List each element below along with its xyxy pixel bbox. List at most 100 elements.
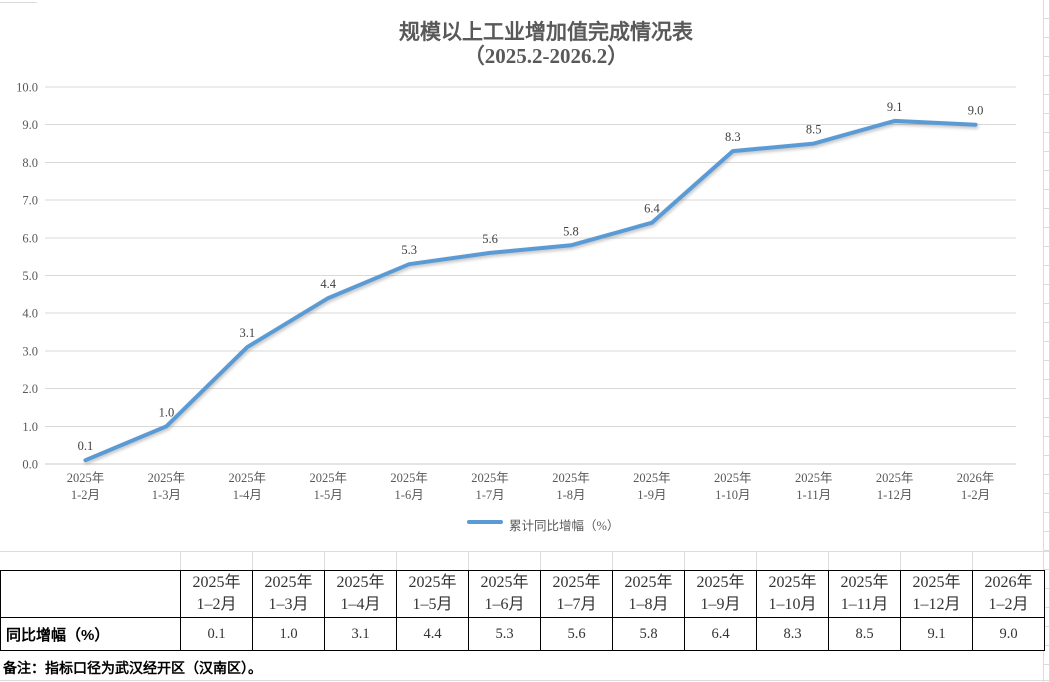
table-value-cell[interactable]: 8.3 [756, 617, 829, 651]
sheet-gridline-bottom [0, 680, 1050, 681]
svg-text:1.0: 1.0 [159, 405, 175, 419]
svg-text:2025年: 2025年 [67, 471, 105, 485]
table-header-cell[interactable]: 2025年 1–4月 [324, 570, 397, 618]
sheet-gridline-vertical [828, 552, 829, 570]
table-value-cell[interactable]: 9.1 [900, 617, 973, 651]
table-value-cell[interactable]: 1.0 [252, 617, 325, 651]
svg-text:2025年: 2025年 [633, 471, 671, 485]
y-axis-labels: 0.0 1.0 2.0 3.0 4.0 5.0 6.0 7.0 8.0 9.0 10.0 [16, 81, 38, 472]
sheet-gridline-vertical [396, 552, 397, 570]
sheet-gridline-vertical [684, 552, 685, 570]
svg-text:1-10月: 1-10月 [715, 488, 750, 502]
sheet-gridline-vertical [900, 552, 901, 570]
svg-text:0.0: 0.0 [22, 458, 38, 472]
table-header-cell[interactable]: 2026年 1–2月 [972, 570, 1045, 618]
svg-text:5.3: 5.3 [401, 243, 417, 257]
svg-text:1-3月: 1-3月 [152, 488, 181, 502]
table-value-cell[interactable]: 5.8 [612, 617, 685, 651]
sheet-gridline-vertical [468, 552, 469, 570]
table-value-cell[interactable]: 5.6 [540, 617, 613, 651]
sheet-gridline-vertical [324, 552, 325, 570]
sheet-gridline-vertical [756, 552, 757, 570]
svg-text:1-4月: 1-4月 [233, 488, 262, 502]
table-header-cell[interactable]: 2025年 1–8月 [612, 570, 685, 618]
svg-text:6.0: 6.0 [22, 231, 38, 245]
line-chart[interactable]: 规模以上工业增加值完成情况表（2025.2-2026.2） 0.0 1.0 2.0 3.… [0, 0, 1050, 550]
sheet-gridline-vertical [612, 552, 613, 570]
table-header-cell[interactable]: 2025年 1–7月 [540, 570, 613, 618]
svg-text:1-6月: 1-6月 [395, 488, 424, 502]
gridlines [45, 86, 1016, 465]
svg-text:2025年: 2025年 [795, 471, 833, 485]
svg-text:9.1: 9.1 [887, 100, 903, 114]
table-header-cell[interactable]: 2025年 1–6月 [468, 570, 541, 618]
svg-text:1-2月: 1-2月 [961, 488, 990, 502]
table-value-cell[interactable]: 6.4 [684, 617, 757, 651]
legend[interactable]: 累计同比增幅（%） [467, 518, 619, 533]
svg-text:1-8月: 1-8月 [556, 488, 585, 502]
svg-text:6.4: 6.4 [644, 202, 660, 216]
svg-text:5.6: 5.6 [482, 232, 498, 246]
svg-text:3.0: 3.0 [22, 344, 38, 358]
svg-text:2025年: 2025年 [714, 471, 752, 485]
sheet-gridline-vertical [972, 552, 973, 570]
svg-text:4.4: 4.4 [320, 277, 336, 291]
svg-text:5.0: 5.0 [22, 269, 38, 283]
svg-text:8.3: 8.3 [725, 130, 741, 144]
svg-text:2025年: 2025年 [148, 471, 186, 485]
sheet-gridline-vertical [540, 552, 541, 570]
svg-text:3.1: 3.1 [239, 326, 255, 340]
sheet-gridline-vertical [180, 552, 181, 570]
svg-text:（2025.2-2026.2）: （2025.2-2026.2） [464, 44, 629, 68]
table-header-cell[interactable]: 2025年 1–2月 [180, 570, 253, 618]
legend-label: 累计同比增幅（%） [509, 518, 619, 533]
svg-text:8.5: 8.5 [806, 123, 822, 137]
svg-text:2026年: 2026年 [957, 471, 995, 485]
svg-text:2025年: 2025年 [229, 471, 267, 485]
data-labels: 0.1 1.0 3.1 4.4 5.3 5.6 5.8 6.4 8.3 8.5 9.1 9.0 [78, 100, 984, 453]
table-header-cell[interactable]: 2025年 1–5月 [396, 570, 469, 618]
sheet-gridline-vertical [252, 552, 253, 570]
table-header-cell[interactable]: 2025年 1–9月 [684, 570, 757, 618]
sheet-gridline-above-table [0, 551, 1050, 552]
table-value-cell[interactable]: 8.5 [828, 617, 901, 651]
svg-text:9.0: 9.0 [968, 104, 984, 118]
svg-text:规模以上工业增加值完成情况表: 规模以上工业增加值完成情况表 [399, 20, 694, 44]
svg-text:1-11月: 1-11月 [796, 488, 831, 502]
svg-text:10.0: 10.0 [16, 81, 38, 95]
svg-text:1-9月: 1-9月 [637, 488, 666, 502]
table-value-cell[interactable]: 3.1 [324, 617, 397, 651]
sheet-gridline-top-left [0, 2, 37, 3]
svg-text:5.8: 5.8 [563, 224, 579, 238]
note-text[interactable]: 备注：指标口径为武汉经开区（汉南区）。 [3, 660, 262, 676]
chart-title: 规模以上工业增加值完成情况表（2025.2-2026.2） [399, 20, 694, 68]
table-header-cell[interactable]: 2025年 1–11月 [828, 570, 901, 618]
svg-text:8.0: 8.0 [22, 156, 38, 170]
svg-text:7.0: 7.0 [22, 194, 38, 208]
svg-text:2025年: 2025年 [471, 471, 509, 485]
svg-text:2025年: 2025年 [309, 471, 347, 485]
svg-text:4.0: 4.0 [22, 307, 38, 321]
table-value-cell[interactable]: 9.0 [972, 617, 1045, 651]
legend-line-marker [467, 520, 503, 524]
table-header-cell[interactable]: 2025年 1–10月 [756, 570, 829, 618]
table-value-cell[interactable]: 4.4 [396, 617, 469, 651]
svg-text:2025年: 2025年 [390, 471, 428, 485]
x-axis-labels: 2025年 1-2月 2025年 1-3月 2025年 1-4月 2025年 1-5月 2025… [67, 471, 995, 502]
svg-text:2.0: 2.0 [22, 382, 38, 396]
table-header-cell[interactable]: 2025年 1–3月 [252, 570, 325, 618]
table-value-cell[interactable]: 5.3 [468, 617, 541, 651]
svg-text:1-12月: 1-12月 [877, 488, 912, 502]
svg-text:1-2月: 1-2月 [71, 488, 100, 502]
table-corner-cell[interactable] [0, 570, 181, 618]
table-row-label[interactable]: 同比增幅（%） [0, 617, 181, 651]
table-value-cell[interactable]: 0.1 [180, 617, 253, 651]
svg-text:2025年: 2025年 [552, 471, 590, 485]
svg-text:0.1: 0.1 [78, 439, 94, 453]
series-line[interactable] [83, 118, 978, 463]
svg-text:1-5月: 1-5月 [314, 488, 343, 502]
table-header-cell[interactable]: 2025年 1–12月 [900, 570, 973, 618]
svg-text:1-7月: 1-7月 [475, 488, 504, 502]
data-table: 2025年 1–2月 2025年 1–3月 2025年 1–4月 2025年 1–5月 2025… [0, 570, 1045, 651]
svg-text:2025年: 2025年 [876, 471, 914, 485]
